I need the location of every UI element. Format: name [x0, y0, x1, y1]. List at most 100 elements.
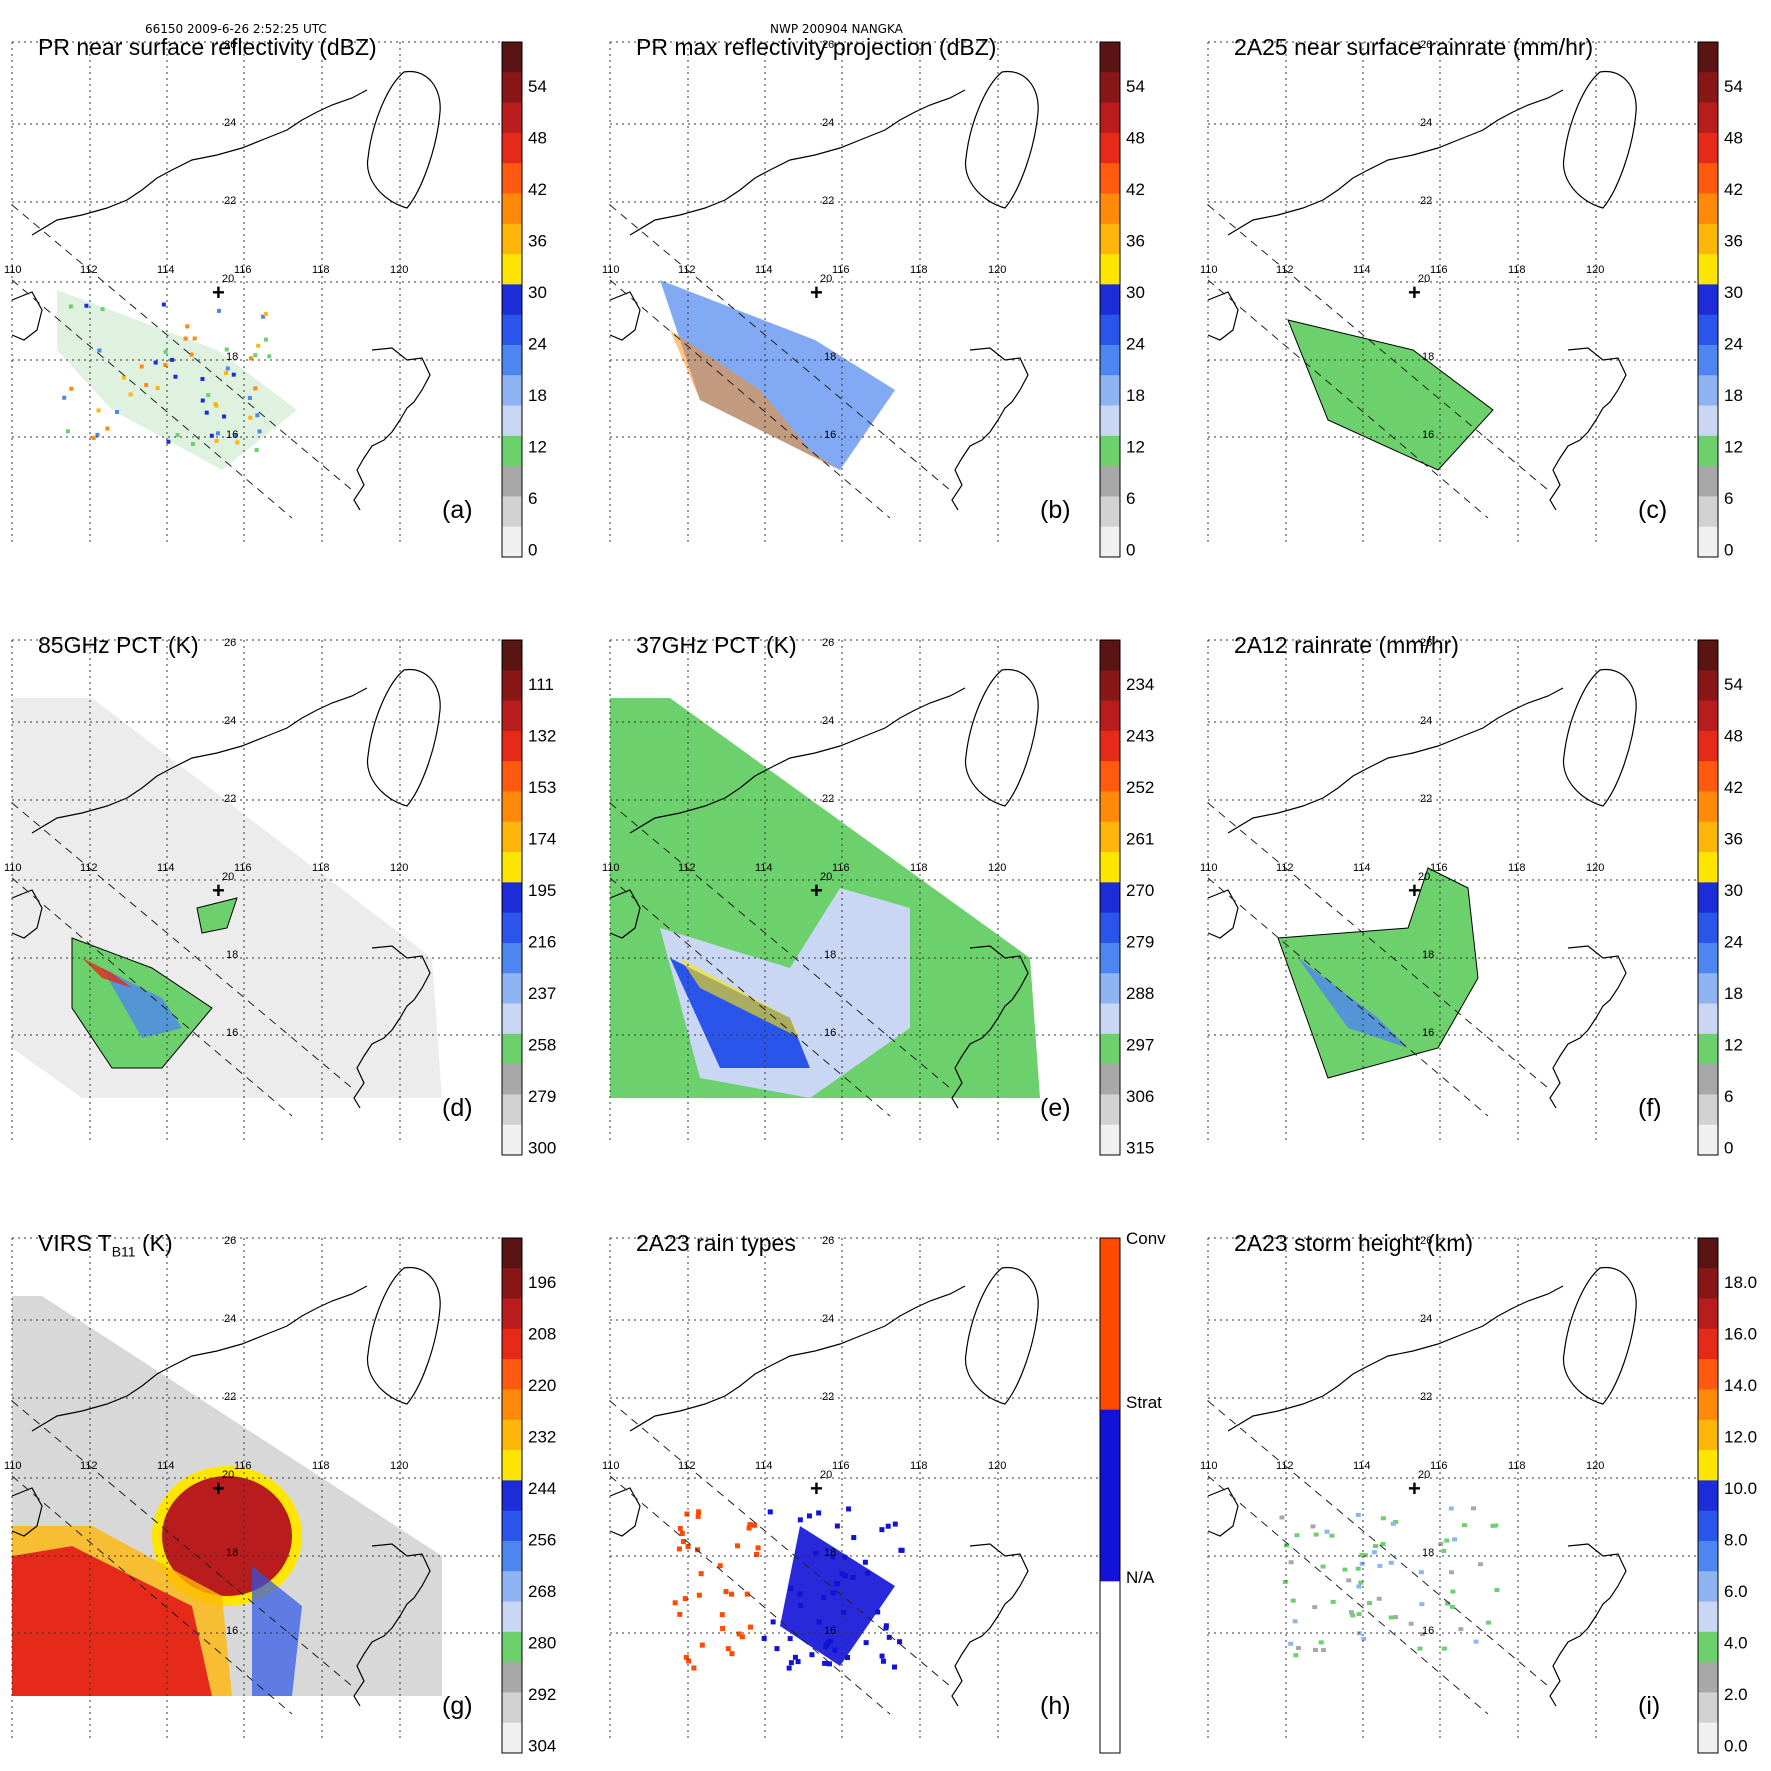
lat-label: 22 [224, 1391, 236, 1403]
colorbar-tick: 300 [528, 1139, 556, 1158]
colorbar-tick: 48 [1126, 129, 1145, 148]
lon-label: 110 [4, 862, 22, 874]
lat-label: 26 [224, 637, 236, 649]
panel-title: PR near surface reflectivity (dBZ) [38, 34, 377, 61]
panel-title-text: 2A23 storm height (km) [1234, 1230, 1473, 1256]
lat-label: 24 [224, 117, 236, 129]
swath-edge [610, 1401, 950, 1714]
map-panel-g: 110112114116118120262422201816+196208220… [12, 1226, 517, 1742]
storm-center-icon: + [810, 280, 823, 305]
lon-label: 110 [602, 264, 620, 276]
colorbar: 196208220232244256268280292304 [502, 1238, 556, 1756]
colorbar-tick: 30 [1724, 881, 1743, 900]
colorbar-tick: 8.0 [1724, 1531, 1748, 1550]
lon-label: 120 [988, 1460, 1006, 1472]
colorbar-tick: 4.0 [1724, 1634, 1748, 1653]
colorbar-tick: 10.0 [1724, 1479, 1757, 1498]
map-panel-f: 110112114116118120262422201816+544842363… [1208, 628, 1713, 1144]
colorbar-tick: 12 [1724, 438, 1743, 457]
panel-label: (g) [442, 1692, 473, 1721]
colorbar-tick: 256 [528, 1531, 556, 1550]
lat-label: 22 [224, 793, 236, 805]
lon-label: 110 [4, 264, 22, 276]
panel-label: (c) [1638, 496, 1667, 525]
colorbar-tick: 12 [528, 438, 547, 457]
panel-label: (h) [1040, 1692, 1071, 1721]
lon-label: 118 [910, 264, 928, 276]
colorbar-tick: 48 [528, 129, 547, 148]
colorbar-tick: 54 [1126, 77, 1145, 96]
lon-label: 120 [1586, 264, 1604, 276]
lat-label: 16 [226, 429, 238, 441]
lat-label: 22 [822, 793, 834, 805]
colorbar-tick: 304 [528, 1737, 556, 1756]
panel-title-text: 85GHz PCT (K) [38, 632, 199, 658]
lon-label: 118 [312, 1460, 330, 1472]
lat-label: 16 [824, 1625, 836, 1637]
colorbar-tick: 6 [1724, 1087, 1733, 1106]
lon-label: 116 [234, 1460, 252, 1472]
colorbar-tick: 24 [1126, 335, 1145, 354]
panel-title-subscript: B11 [112, 1244, 136, 1260]
storm-center-icon: + [1408, 280, 1421, 305]
colorbar-tick: 12 [1724, 1036, 1743, 1055]
lon-label: 114 [1353, 1460, 1371, 1472]
lon-label: 120 [988, 862, 1006, 874]
colorbar: 544842363024181260 [1698, 42, 1743, 560]
colorbar-tick: 12.0 [1724, 1428, 1757, 1447]
lon-label: 116 [1430, 1460, 1448, 1472]
lon-label: 110 [1200, 1460, 1218, 1472]
lat-label: 16 [824, 1027, 836, 1039]
colorbar-tick: 279 [1126, 933, 1154, 952]
lat-label: 24 [1420, 1313, 1432, 1325]
colorbar-tick: 208 [528, 1325, 556, 1344]
panel-title: 37GHz PCT (K) [636, 632, 797, 659]
colorbar-tick: 153 [528, 778, 556, 797]
map-plot: 110112114116118120262422201816+544842363… [1208, 628, 1713, 1144]
colorbar-tick: 132 [528, 727, 556, 746]
map-plot: 110112114116118120262422201816+544842363… [1208, 30, 1713, 546]
storm-center-icon: + [212, 280, 225, 305]
lat-label: 22 [224, 195, 236, 207]
graticule [610, 1238, 1098, 1742]
graticule [12, 42, 500, 546]
lon-label: 120 [988, 264, 1006, 276]
colorbar-tick: 0 [1724, 541, 1733, 560]
lat-label: 26 [822, 1235, 834, 1247]
colorbar-tick: 174 [528, 830, 556, 849]
lat-label: 16 [1422, 429, 1434, 441]
colorbar-tick: 42 [528, 180, 547, 199]
panel-title: 2A12 rainrate (mm/hr) [1234, 632, 1459, 659]
storm-center-icon: + [1408, 878, 1421, 903]
lat-label: 18 [824, 351, 836, 363]
lon-label: 114 [157, 1460, 175, 1472]
swath-edge [1208, 1401, 1548, 1714]
colorbar-tick: 279 [528, 1087, 556, 1106]
lon-label: 114 [755, 862, 773, 874]
colorbar-tick: 234 [1126, 675, 1154, 694]
colorbar-tick: Conv [1126, 1229, 1166, 1248]
colorbar-tick: 42 [1724, 180, 1743, 199]
colorbar: 544842363024181260 [1698, 640, 1743, 1158]
colorbar-tick: 252 [1126, 778, 1154, 797]
panel-title: PR max reflectivity projection (dBZ) [636, 34, 996, 61]
lat-label: 26 [224, 1235, 236, 1247]
colorbar-tick: 0.0 [1724, 1737, 1748, 1756]
colorbar-tick: 18 [528, 386, 547, 405]
lat-label: 22 [1420, 195, 1432, 207]
colorbar: 234 243 252 261 270 279 288 297 306 315 [1100, 640, 1154, 1158]
colorbar-tick: 268 [528, 1582, 556, 1601]
colorbar-tick: 18 [1724, 984, 1743, 1003]
colorbar-tick: 216 [528, 933, 556, 952]
storm-center-icon: + [1408, 1476, 1421, 1501]
map-plot: 110112114116118120262422201816+ConvStrat… [610, 1226, 1115, 1742]
lon-label: 120 [1586, 862, 1604, 874]
lat-label: 18 [1422, 949, 1434, 961]
map-panel-d: 110112114116118120262422201816+111132153… [12, 628, 517, 1144]
colorbar-tick: 196 [528, 1273, 556, 1292]
lon-label: 118 [1508, 1460, 1526, 1472]
colorbar-tick: 48 [1724, 727, 1743, 746]
colorbar: 544842363024181260 [502, 42, 547, 560]
storm-center-icon: + [212, 1476, 225, 1501]
panel-title-text: VIRS T [38, 1230, 112, 1256]
